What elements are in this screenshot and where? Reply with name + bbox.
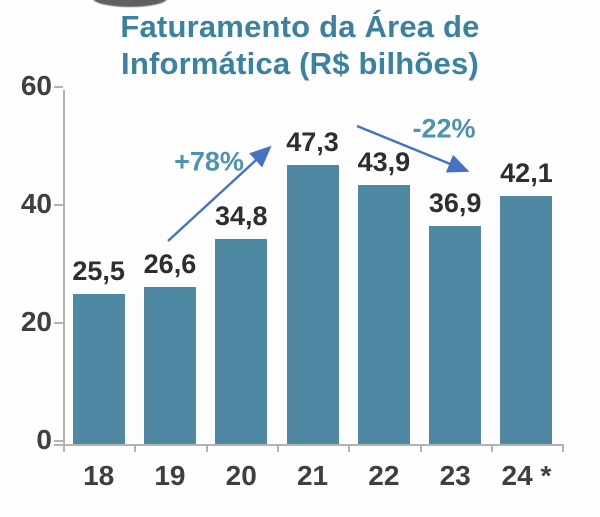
x-axis-label: 20 — [225, 460, 257, 491]
chart-title-line1: Faturamento da Área de — [120, 9, 480, 44]
bar-21 — [286, 164, 339, 444]
x-axis-label: 24 * — [501, 460, 552, 491]
x-axis-label: 19 — [154, 460, 186, 491]
y-tick-label: 0 — [36, 424, 52, 455]
annotation-increase: +78% — [174, 146, 244, 177]
bar-22 — [357, 184, 410, 444]
x-axis-label: 22 — [368, 460, 400, 491]
x-tick-mark — [348, 444, 351, 452]
y-tick-label: 60 — [20, 70, 52, 101]
y-tick-label: 40 — [20, 188, 52, 219]
y-tick-label: 20 — [20, 306, 52, 337]
top-edge-artifact — [93, 0, 167, 7]
x-tick-mark — [419, 444, 422, 452]
x-tick-mark — [134, 444, 137, 452]
chart-title: Faturamento da Área de Informática (R$ b… — [0, 8, 600, 82]
annotation-decrease: -22% — [412, 113, 476, 144]
y-tick-mark — [54, 322, 63, 324]
y-tick-mark — [54, 86, 63, 88]
bar-23 — [429, 226, 482, 444]
x-axis-label: 23 — [439, 460, 471, 491]
x-tick-mark — [490, 444, 493, 452]
value-label: 34,8 — [214, 200, 268, 231]
bar-20 — [215, 238, 268, 444]
value-label: 43,9 — [357, 146, 411, 177]
x-axis-label: 21 — [296, 460, 329, 491]
x-axis-line — [54, 444, 563, 446]
y-axis-line — [63, 90, 65, 451]
x-tick-mark — [562, 444, 565, 452]
chart-title-line2: Informática (R$ bilhões) — [121, 46, 479, 81]
x-axis-label: 18 — [83, 460, 115, 491]
bar-18 — [72, 293, 125, 444]
x-tick-mark — [63, 444, 65, 452]
bar-19 — [143, 287, 196, 444]
value-label: 47,3 — [286, 126, 339, 157]
y-tick-mark — [54, 440, 63, 442]
bar-24 — [500, 195, 553, 444]
value-label: 25,5 — [72, 255, 125, 286]
value-label: 26,6 — [143, 249, 197, 280]
value-label: 42,1 — [500, 157, 553, 188]
value-label: 36,9 — [428, 188, 482, 219]
x-tick-mark — [205, 444, 208, 452]
y-tick-mark — [54, 204, 63, 206]
x-tick-mark — [276, 444, 279, 452]
